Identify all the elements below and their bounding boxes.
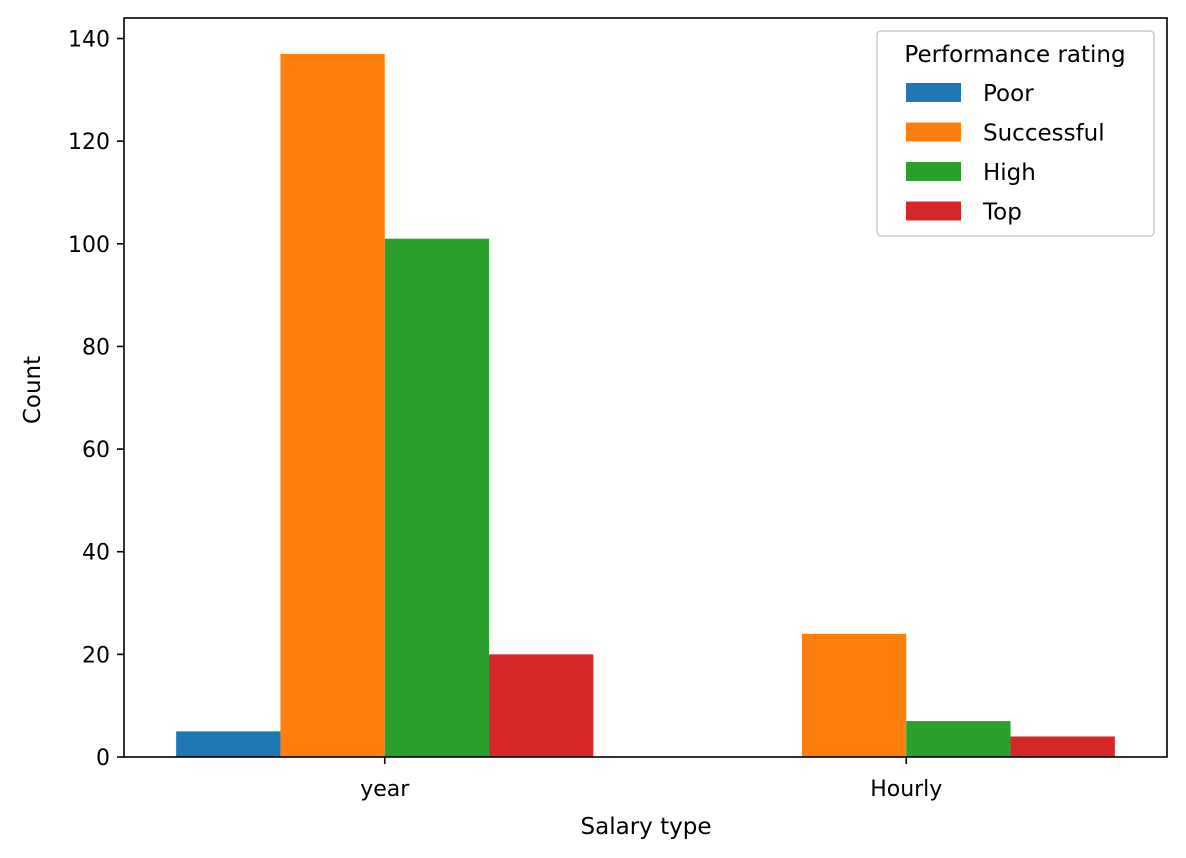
bar-high-hourly (906, 721, 1011, 757)
legend-swatch-top (906, 201, 961, 221)
y-tick-label: 120 (68, 130, 110, 155)
x-tick-label: Hourly (870, 777, 942, 802)
bar-successful-hourly (801, 633, 907, 757)
legend-label-successful: Successful (983, 121, 1105, 147)
legend: Performance rating Poor Successful High Top (876, 30, 1155, 237)
bar-successful-year (280, 53, 385, 758)
legend-label-high: High (983, 160, 1036, 186)
legend-frame (876, 30, 1155, 237)
axes-layer (123, 17, 1168, 758)
y-tick-label: 140 (68, 28, 110, 53)
bar-poor-year (176, 731, 281, 757)
x-axis-title: Salary type (581, 814, 712, 840)
y-tick-label: 40 (82, 541, 110, 566)
x-tick-label: year (360, 777, 410, 802)
legend-swatch-high (906, 162, 961, 181)
legend-label-poor: Poor (983, 81, 1034, 107)
legend-title: Performance rating (904, 42, 1125, 68)
y-tick-label: 100 (68, 233, 110, 258)
bar-high-year (384, 238, 490, 758)
legend-swatch-successful (906, 122, 961, 142)
legend-items: Poor Successful High Top (906, 81, 1105, 226)
y-tick-label: 60 (82, 438, 110, 463)
ticks-layer: 0 20 40 60 80 100 120 140 year Hourly (68, 28, 942, 802)
y-tick-label: 0 (96, 746, 110, 771)
bar-top-year (489, 654, 594, 757)
bars-layer (176, 53, 1115, 758)
bar-top-hourly (1010, 736, 1115, 757)
legend-swatch-poor (906, 83, 961, 102)
plot-frame (123, 17, 1168, 758)
y-tick-label: 80 (82, 335, 110, 360)
y-axis-title: Count (20, 356, 46, 424)
y-tick-label: 20 (82, 643, 110, 668)
legend-label-top: Top (982, 200, 1022, 226)
